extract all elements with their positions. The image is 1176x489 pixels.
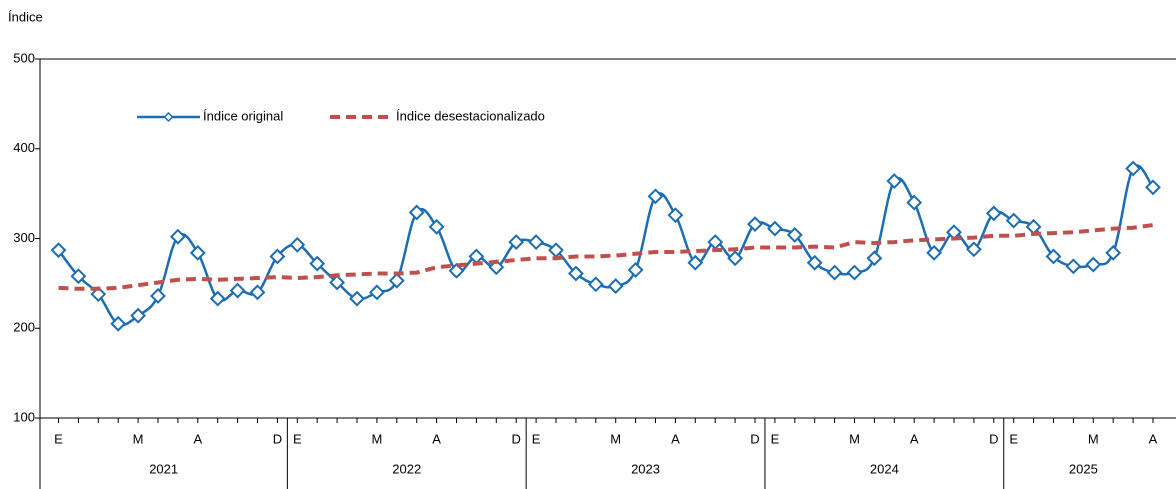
x-tick-label: E	[54, 431, 63, 446]
x-tick-label: M	[610, 431, 621, 446]
x-tick-label: E	[293, 431, 302, 446]
point-marker	[1005, 212, 1022, 229]
point-marker	[906, 194, 923, 211]
point-marker	[309, 255, 326, 272]
point-marker	[687, 254, 704, 271]
point-marker	[229, 282, 246, 299]
y-axis-title: Índice	[8, 9, 43, 24]
point-marker	[289, 236, 306, 253]
x-tick-label: D	[512, 431, 521, 446]
point-marker	[1145, 179, 1161, 196]
x-tick-label: M	[371, 431, 382, 446]
point-marker	[349, 290, 365, 307]
x-tick-label: A	[910, 431, 919, 446]
point-marker	[1105, 244, 1122, 261]
point-marker	[1125, 160, 1142, 177]
x-tick-label: A	[432, 431, 441, 446]
point-marker	[130, 307, 147, 324]
point-marker	[528, 234, 545, 251]
point-marker	[647, 188, 664, 205]
point-marker	[667, 207, 684, 224]
x-tick-label: M	[849, 431, 860, 446]
point-marker	[428, 218, 445, 235]
x-tick-label: E	[771, 431, 780, 446]
year-label: 2023	[631, 461, 660, 476]
point-marker	[508, 234, 525, 251]
x-tick-label: E	[1009, 431, 1018, 446]
point-marker	[388, 272, 405, 289]
x-tick-label: M	[1088, 431, 1099, 446]
point-marker	[786, 226, 803, 243]
year-label: 2022	[392, 461, 421, 476]
point-marker	[627, 261, 644, 278]
legend-label: Índice desestacionalizado	[396, 108, 545, 123]
y-tick-label: 400	[13, 140, 35, 155]
point-marker	[965, 241, 982, 258]
point-marker	[607, 278, 624, 294]
x-tick-label: A	[1149, 431, 1158, 446]
x-tick-label: M	[133, 431, 144, 446]
point-marker	[408, 204, 425, 221]
point-marker	[169, 228, 186, 245]
x-tick-label: A	[671, 431, 680, 446]
point-marker	[448, 262, 465, 279]
x-tick-label: D	[273, 431, 282, 446]
point-marker	[926, 244, 943, 261]
point-marker	[567, 265, 584, 282]
point-marker	[826, 264, 843, 281]
point-marker	[368, 284, 385, 301]
point-marker	[747, 216, 763, 233]
point-marker	[727, 250, 744, 267]
point-marker	[886, 173, 903, 189]
point-marker	[50, 242, 67, 259]
point-marker	[766, 220, 783, 237]
year-label: 2024	[870, 461, 899, 476]
point-marker	[189, 244, 206, 261]
point-marker	[249, 284, 266, 301]
y-tick-label: 100	[13, 409, 35, 424]
point-marker	[1045, 248, 1062, 265]
point-marker	[329, 274, 346, 291]
year-label: 2025	[1069, 461, 1098, 476]
y-tick-label: 300	[13, 230, 35, 245]
series-line	[58, 223, 1154, 291]
x-tick-label: D	[989, 431, 998, 446]
point-marker	[1065, 258, 1082, 275]
year-label: 2021	[149, 461, 178, 476]
x-tick-label: A	[193, 431, 202, 446]
legend-marker	[163, 111, 174, 123]
point-marker	[587, 276, 604, 293]
point-marker	[150, 288, 166, 304]
point-marker	[269, 248, 286, 265]
point-marker	[110, 315, 127, 332]
point-marker	[1085, 256, 1102, 273]
point-marker	[866, 250, 883, 267]
point-marker	[985, 205, 1002, 222]
x-tick-label: E	[532, 431, 541, 446]
point-marker	[806, 254, 823, 271]
point-marker	[70, 268, 87, 285]
point-marker	[846, 264, 863, 281]
point-marker	[209, 290, 226, 307]
x-tick-label: D	[750, 431, 759, 446]
y-tick-label: 200	[13, 320, 35, 335]
point-marker	[90, 286, 107, 303]
legend-label: Índice original	[203, 108, 283, 123]
y-tick-label: 500	[13, 50, 35, 65]
